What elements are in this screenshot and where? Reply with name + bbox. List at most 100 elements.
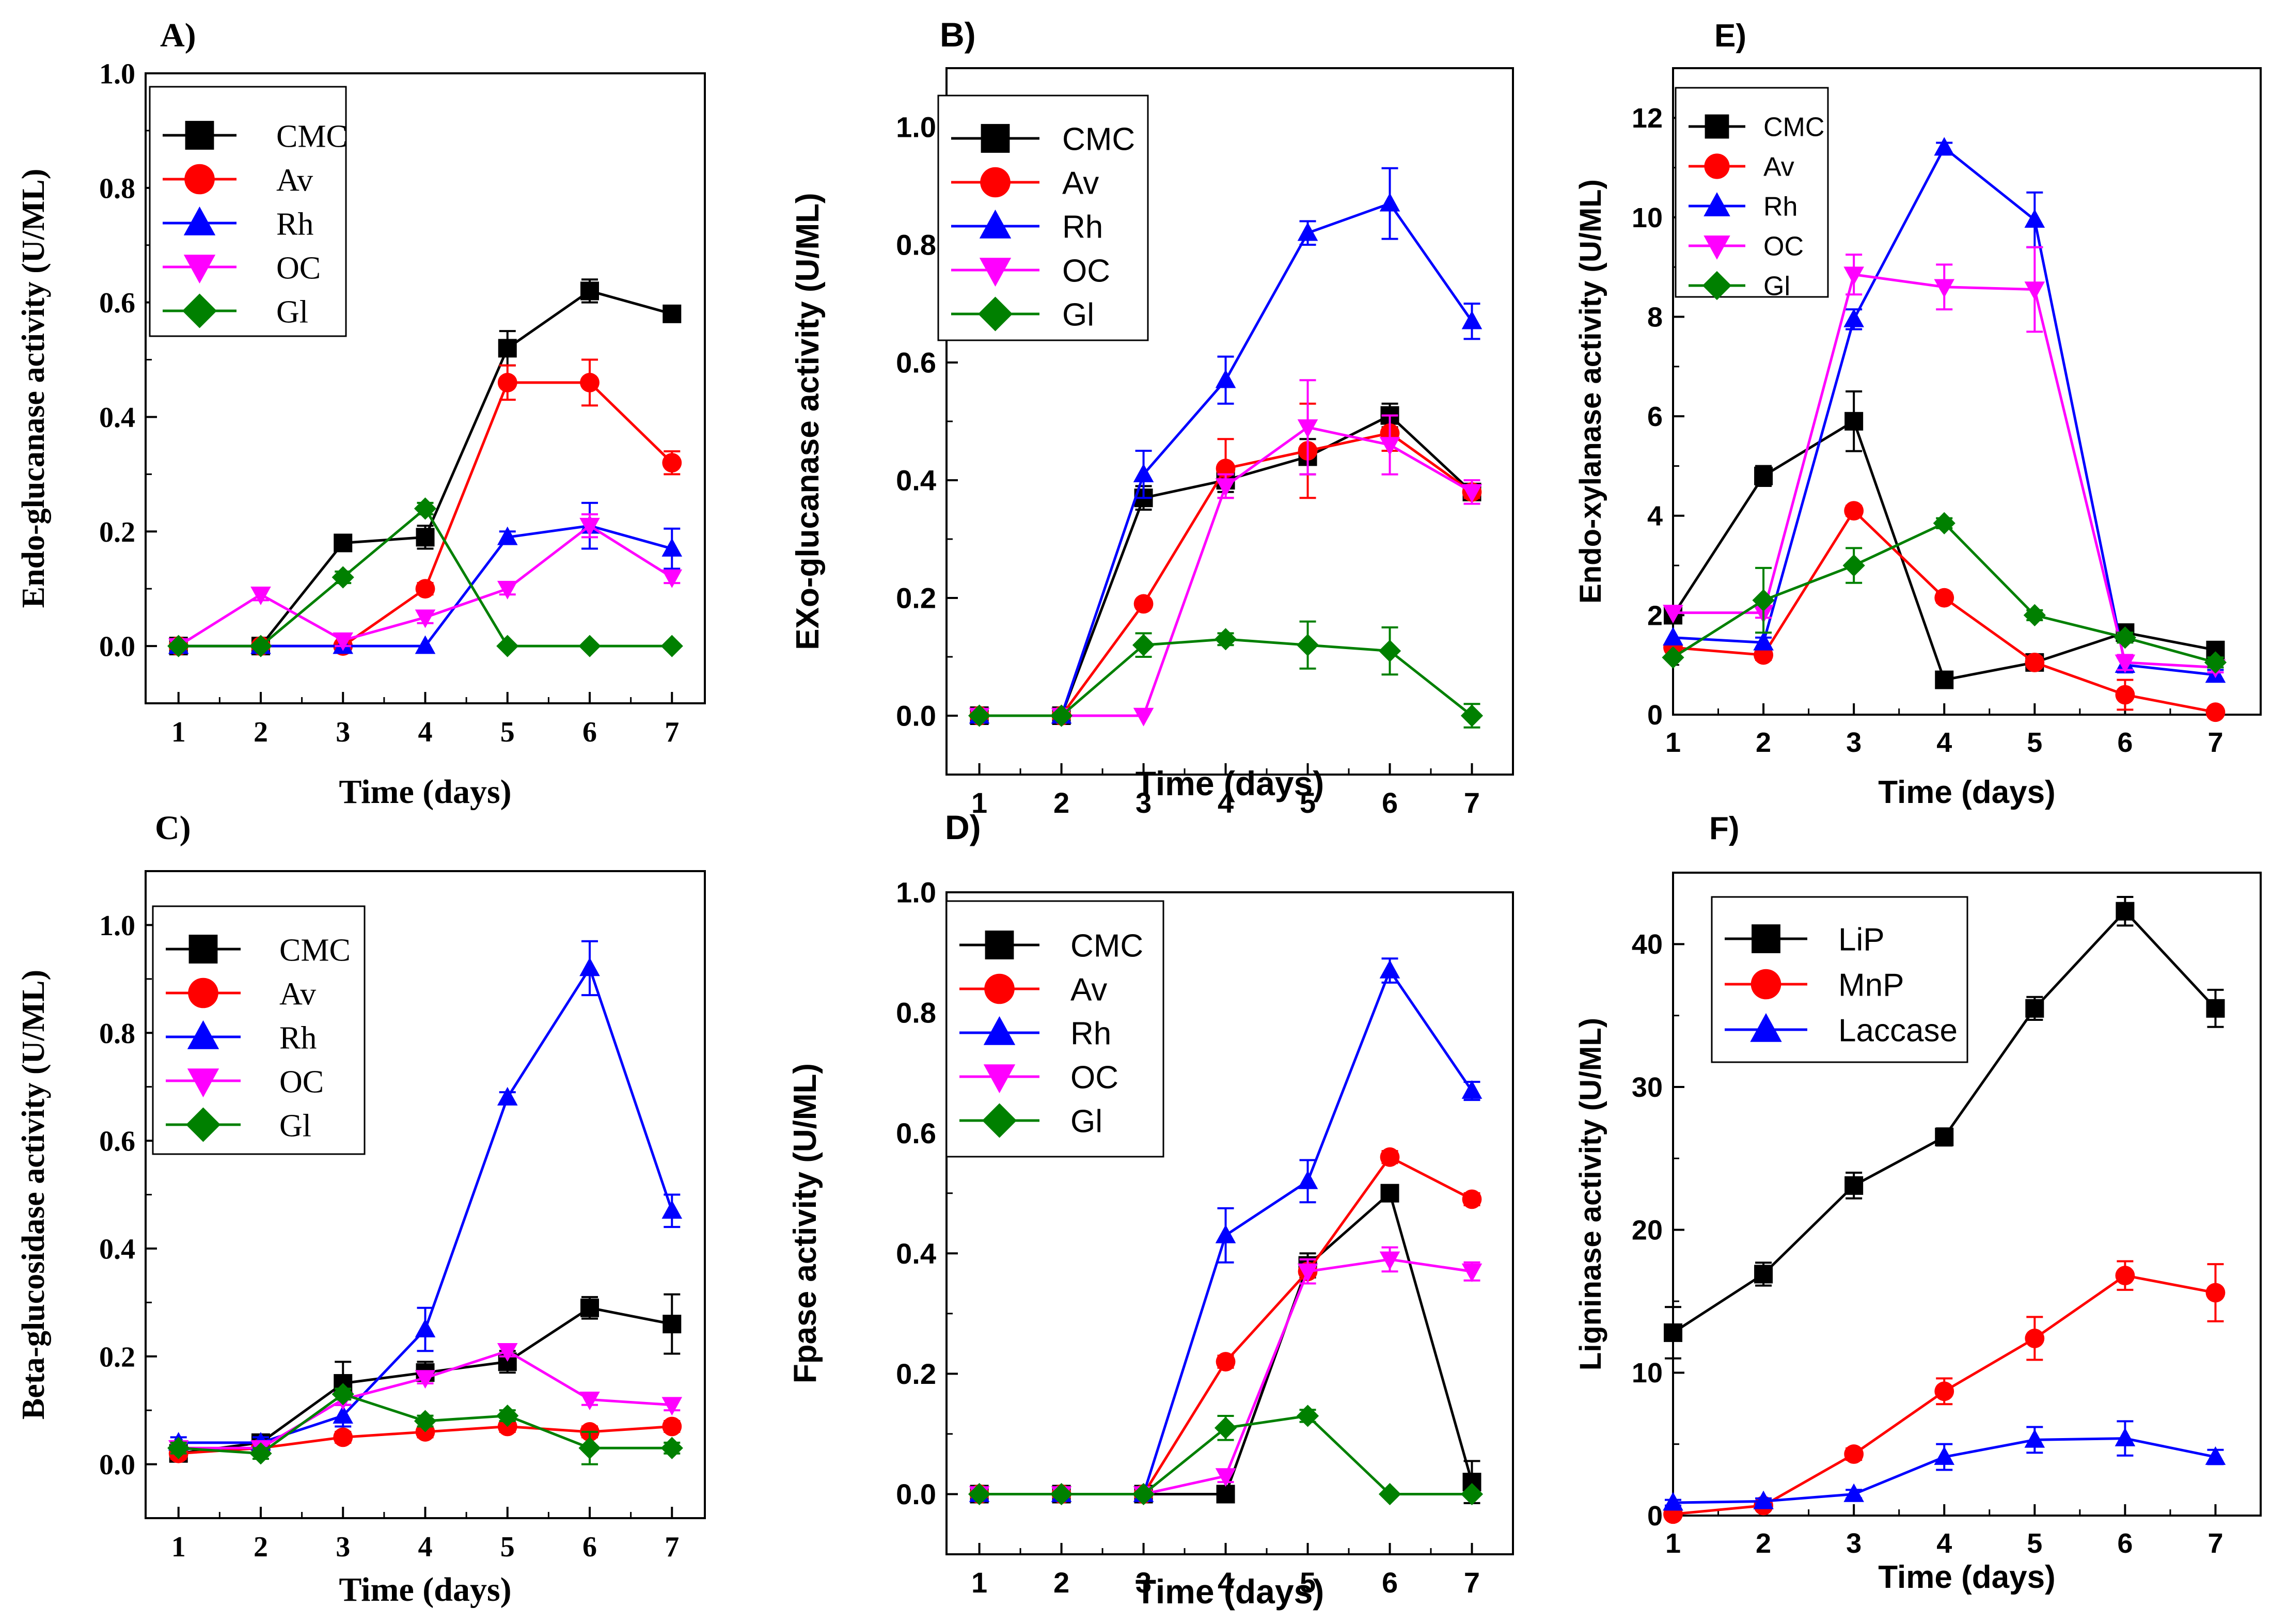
x-tick-label: 3: [1136, 786, 1152, 819]
x-tick-label: 6: [582, 1531, 597, 1563]
data-point: [497, 580, 518, 600]
data-point: [1461, 310, 1483, 329]
data-point: [1844, 412, 1864, 431]
panel-f: F) 0 10 20 30 40 1 2 3 4 5 6 7 Time (days) Ligninase a…: [1574, 811, 2262, 1595]
legend-label: Laccase: [1838, 1013, 1958, 1048]
y-tick-label: 12: [1632, 103, 1663, 134]
data-point: [1297, 222, 1318, 241]
data-point: [2204, 651, 2227, 674]
legend-box: [1675, 87, 1829, 298]
data-point: [1132, 1483, 1155, 1506]
data-point: [1934, 137, 1955, 156]
data-point: [496, 635, 519, 657]
data-point: [2024, 1429, 2045, 1448]
data-point: [496, 1405, 519, 1427]
data-point: [1844, 1444, 1864, 1464]
series-oc: [969, 379, 1483, 727]
y-tick-label: 1.0: [896, 876, 936, 909]
legend-label: MnP: [1838, 967, 1904, 1003]
y-axis-title: Beta-glucosidase activity (U/ML): [16, 970, 51, 1420]
data-point: [497, 373, 517, 392]
data-point: [1462, 1189, 1482, 1209]
legend-label: Rh: [1070, 1016, 1111, 1051]
y-axis-title: Ligninase activity (U/ML): [1574, 1018, 1607, 1370]
series-oc: [1663, 246, 2226, 679]
data-point: [580, 281, 600, 301]
legend-marker: [979, 209, 1012, 239]
panel-label: D): [945, 808, 981, 846]
legend-label: OC: [1763, 232, 1804, 262]
panel-label: E): [1714, 18, 1746, 54]
x-tick-label: 1: [1665, 1528, 1681, 1559]
x-axis-title: Time (days): [339, 1571, 511, 1609]
data-point: [415, 609, 436, 628]
y-axis-title: Endo-glucanase activity (U/ML): [16, 169, 51, 608]
legend-label: LiP: [1838, 922, 1885, 957]
panel-label: C): [155, 809, 191, 847]
data-point: [414, 1410, 437, 1432]
x-tick-label: 7: [1464, 786, 1480, 819]
panel-label: A): [160, 17, 196, 54]
legend-marker: [185, 121, 214, 150]
x-tick-label: 2: [1053, 786, 1069, 819]
data-point: [1378, 1483, 1401, 1506]
y-tick-label: 0.0: [896, 1478, 936, 1510]
x-axis-title: Time (days): [1136, 764, 1324, 802]
x-tick-label: 4: [1218, 786, 1234, 819]
y-tick-label: 0.4: [99, 1234, 135, 1266]
data-point: [1933, 512, 1955, 534]
legend-marker: [985, 931, 1014, 959]
y-tick-label: 0: [1647, 1501, 1663, 1532]
data-point: [1754, 1265, 1773, 1284]
data-point: [1752, 589, 1775, 612]
data-point: [1214, 1416, 1237, 1439]
data-point: [578, 1437, 601, 1459]
legend-label: OC: [279, 1064, 324, 1099]
data-point: [1844, 1176, 1864, 1195]
y-tick-label: 0.0: [99, 1449, 135, 1481]
legend-marker: [187, 1020, 219, 1049]
series-av: [969, 402, 1482, 726]
x-tick-label: 6: [1382, 1566, 1398, 1599]
data-point: [1379, 193, 1400, 212]
legend-marker: [978, 296, 1013, 332]
y-tick-label: 0.6: [896, 1117, 936, 1149]
data-point: [2205, 1446, 2226, 1465]
data-point: [1754, 466, 1773, 485]
legend-marker: [979, 258, 1012, 287]
data-point: [415, 635, 436, 654]
y-tick-label: 40: [1632, 929, 1663, 960]
x-tick-label: 7: [665, 1531, 679, 1563]
x-tick-label: 1: [971, 1566, 987, 1599]
y-tick-label: 0.2: [896, 1358, 936, 1390]
data-point: [2025, 652, 2045, 672]
panel-b: B) 0.0 0.2 0.4 0.6 0.8 1.0 1 2 3 4 5 6 7 Time (days) EX…: [790, 15, 1514, 819]
x-tick-label: 2: [1053, 1566, 1069, 1599]
data-point: [333, 1427, 353, 1447]
data-point: [1664, 1323, 1682, 1342]
data-point: [497, 1343, 518, 1362]
x-axis-title: Time (days): [1878, 775, 2055, 810]
data-point: [334, 533, 353, 553]
legend-marker: [183, 255, 216, 284]
legend-label: Gl: [279, 1108, 311, 1143]
legend-box: [937, 94, 1149, 341]
x-tick-label: 2: [254, 1531, 268, 1563]
y-tick-label: 20: [1632, 1215, 1663, 1246]
data-point: [1379, 959, 1400, 979]
y-axis-title: Fpase activity (U/ML): [787, 1063, 823, 1383]
x-tick-label: 1: [1665, 727, 1681, 758]
x-tick-label: 6: [1382, 786, 1398, 819]
data-point: [250, 586, 271, 605]
data-point: [663, 1315, 682, 1334]
data-point: [1934, 1381, 1954, 1401]
y-tick-label: 0.2: [896, 582, 936, 614]
y-tick-label: 0.8: [99, 172, 135, 204]
data-point: [415, 1370, 436, 1389]
legend-marker: [984, 973, 1015, 1004]
legend: CMC Av Rh OC Gl: [149, 86, 348, 337]
legend-marker: [1752, 924, 1780, 953]
data-point: [249, 635, 272, 657]
data-point: [1215, 1224, 1236, 1243]
y-tick-label: 10: [1632, 202, 1663, 233]
